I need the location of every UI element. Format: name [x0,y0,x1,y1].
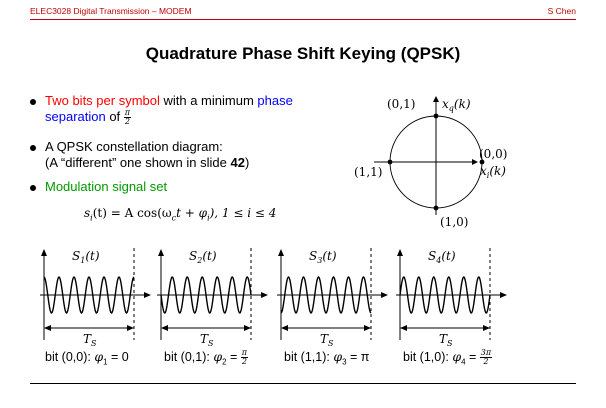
carrier-waveform [43,276,135,314]
slide-ref-text: (A “different” one shown in slide [45,155,231,170]
bullet-dot [30,145,36,151]
phase-text: phase [257,93,293,108]
waveform-panel: S2(t) TS [157,248,268,348]
y-axis-arrowhead [158,249,164,256]
period-label: TS [439,332,453,348]
signal-label: S2(t) [189,249,217,265]
bits-per-symbol-text: Two bits per symbol [45,93,160,108]
y-axis-arrowhead [397,249,403,256]
slide-title: Quadrature Phase Shift Keying (QPSK) [145,44,461,63]
q-axis-label: xq(k) [442,97,471,113]
i-axis-arrowhead [472,159,478,165]
slide-header: ELEC3028 Digital Transmission – MODEM S … [30,6,576,20]
constellation-point [433,113,439,119]
label-11: (1,1) [354,165,382,179]
footer-divider [30,383,576,384]
label-00: (0,0) [479,147,507,161]
label-10: (1,0) [440,215,468,229]
period-arrowhead-left [44,325,51,331]
separation-text: separation [45,109,106,124]
caption-10: bit (1,0): φ4 = 3π 2 [403,348,493,367]
waveform-panel: S3(t) TS [277,248,388,348]
signal-label: S1(t) [72,249,100,265]
caption-00: bit (0,0): φ1 = 0 [45,349,129,367]
q-axis-arrowhead [433,96,439,102]
carrier-waveform [160,276,252,314]
constellation-point [433,205,439,211]
carrier-waveform [399,276,491,314]
course-title: ELEC3028 Digital Transmission – MODEM [30,6,192,16]
y-axis-arrowhead [278,249,284,256]
period-label: TS [200,332,214,348]
waveform-panel: S4(t) TS [396,248,507,348]
period-arrowhead-right [127,325,134,331]
header-divider [30,19,576,20]
3pi-over-2-fraction: 3π 2 [479,348,493,367]
constellation-point [479,159,485,165]
x-axis-arrowhead [144,292,151,298]
x-axis-arrowhead [261,292,268,298]
period-arrowhead-right [244,325,251,331]
label-01: (0,1) [387,97,415,111]
period-arrowhead-left [281,325,288,331]
period-arrowhead-left [161,325,168,331]
modulation-formula: si(t) = A cos(ωct + φi), 1 ≤ i ≤ 4 [84,206,277,223]
period-arrowhead-right [483,325,490,331]
period-label: TS [83,332,97,348]
waveform-panel: S1(t) TS [40,248,151,348]
of-text: of [105,109,124,124]
period-arrowhead-right [364,325,371,331]
y-axis-arrowhead [41,249,47,256]
signal-label: S4(t) [428,249,456,265]
constellation-text: A QPSK constellation diagram: [45,139,223,154]
period-label: TS [320,332,334,348]
caption-11: bit (1,1): φ3 = π [284,349,370,367]
constellation-diagram: (0,1) (0,0) (1,1) (1,0) xq(k) xi(k) [354,96,507,229]
bullet-dot [30,99,36,105]
x-axis-arrowhead [500,292,507,298]
carrier-waveform [280,276,372,314]
period-arrowhead-left [400,325,407,331]
i-axis-label: xi(k) [480,164,506,180]
bullet-dot [30,185,36,191]
waveform-panels: S1(t) TS S2(t) TS S3(t) TS S4(t) TS [40,248,507,348]
slide-number: 42 [230,155,245,170]
modulation-set-text: Modulation signal set [45,179,168,194]
constellation-point [387,159,393,165]
min-text: with a minimum [159,93,258,108]
signal-label: S3(t) [309,249,337,265]
author-name: S Chen [547,6,576,16]
x-axis-arrowhead [381,292,388,298]
